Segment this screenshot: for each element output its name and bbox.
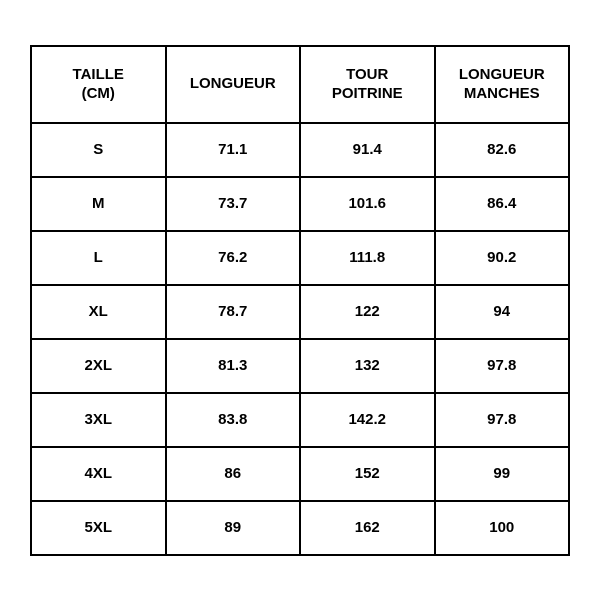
cell-size: 2XL <box>31 339 166 393</box>
table-row: L 76.2 111.8 90.2 <box>31 231 569 285</box>
cell-sleeve: 99 <box>435 447 570 501</box>
header-length-line1: LONGUEUR <box>190 75 276 92</box>
header-length: LONGUEUR <box>166 46 301 123</box>
cell-length: 78.7 <box>166 285 301 339</box>
header-chest-line2: POITRINE <box>332 85 403 102</box>
cell-size: S <box>31 123 166 177</box>
cell-length: 71.1 <box>166 123 301 177</box>
header-sleeve-line1: LONGUEUR <box>459 66 545 83</box>
header-sleeve-line2: MANCHES <box>464 85 540 102</box>
cell-size: L <box>31 231 166 285</box>
cell-chest: 162 <box>300 501 435 555</box>
cell-length: 76.2 <box>166 231 301 285</box>
cell-length: 73.7 <box>166 177 301 231</box>
cell-chest: 152 <box>300 447 435 501</box>
table-row: 5XL 89 162 100 <box>31 501 569 555</box>
cell-length: 89 <box>166 501 301 555</box>
cell-sleeve: 100 <box>435 501 570 555</box>
cell-sleeve: 94 <box>435 285 570 339</box>
cell-length: 86 <box>166 447 301 501</box>
table-row: 2XL 81.3 132 97.8 <box>31 339 569 393</box>
table-body: S 71.1 91.4 82.6 M 73.7 101.6 86.4 L 76.… <box>31 123 569 555</box>
header-sleeve: LONGUEUR MANCHES <box>435 46 570 123</box>
cell-sleeve: 90.2 <box>435 231 570 285</box>
table-row: M 73.7 101.6 86.4 <box>31 177 569 231</box>
table-header-row: TAILLE (CM) LONGUEUR TOUR POITRINE LONGU… <box>31 46 569 123</box>
cell-length: 83.8 <box>166 393 301 447</box>
cell-chest: 132 <box>300 339 435 393</box>
cell-sleeve: 97.8 <box>435 393 570 447</box>
cell-chest: 122 <box>300 285 435 339</box>
cell-sleeve: 97.8 <box>435 339 570 393</box>
cell-sleeve: 86.4 <box>435 177 570 231</box>
header-size-line1: TAILLE <box>73 66 124 83</box>
header-chest: TOUR POITRINE <box>300 46 435 123</box>
cell-chest: 101.6 <box>300 177 435 231</box>
table-header: TAILLE (CM) LONGUEUR TOUR POITRINE LONGU… <box>31 46 569 123</box>
cell-chest: 91.4 <box>300 123 435 177</box>
cell-size: 3XL <box>31 393 166 447</box>
cell-sleeve: 82.6 <box>435 123 570 177</box>
cell-size: XL <box>31 285 166 339</box>
table-row: XL 78.7 122 94 <box>31 285 569 339</box>
header-size: TAILLE (CM) <box>31 46 166 123</box>
cell-chest: 111.8 <box>300 231 435 285</box>
cell-length: 81.3 <box>166 339 301 393</box>
size-chart-table: TAILLE (CM) LONGUEUR TOUR POITRINE LONGU… <box>30 45 570 556</box>
cell-size: 5XL <box>31 501 166 555</box>
cell-size: M <box>31 177 166 231</box>
table-row: 4XL 86 152 99 <box>31 447 569 501</box>
cell-size: 4XL <box>31 447 166 501</box>
header-chest-line1: TOUR <box>346 66 388 83</box>
table-row: S 71.1 91.4 82.6 <box>31 123 569 177</box>
cell-chest: 142.2 <box>300 393 435 447</box>
header-size-line2: (CM) <box>82 85 115 102</box>
table-row: 3XL 83.8 142.2 97.8 <box>31 393 569 447</box>
